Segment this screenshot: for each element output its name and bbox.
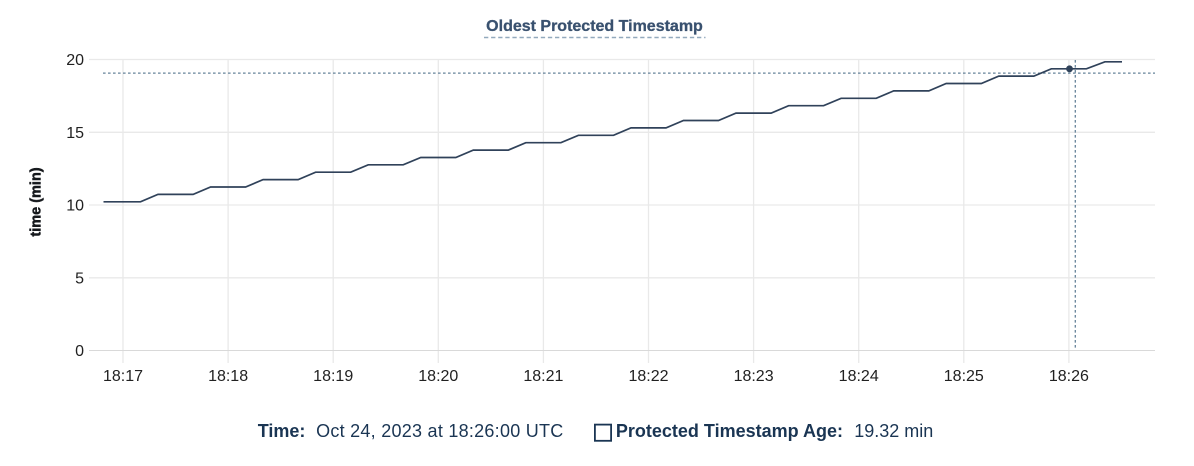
svg-text:20: 20 <box>66 52 84 69</box>
svg-text:5: 5 <box>75 270 84 287</box>
svg-text:time (min): time (min) <box>29 167 45 236</box>
svg-text:18:25: 18:25 <box>944 368 984 385</box>
svg-text:18:23: 18:23 <box>734 368 774 385</box>
svg-text:Time:: Time: <box>258 421 306 441</box>
svg-text:18:18: 18:18 <box>208 368 248 385</box>
svg-text:18:20: 18:20 <box>418 368 458 385</box>
svg-text:Oldest Protected Timestamp: Oldest Protected Timestamp <box>486 18 703 35</box>
svg-text:18:24: 18:24 <box>839 368 879 385</box>
svg-text:15: 15 <box>66 125 84 142</box>
svg-text:Protected Timestamp Age:: Protected Timestamp Age: <box>616 421 843 441</box>
svg-text:18:17: 18:17 <box>103 368 143 385</box>
svg-text:18:21: 18:21 <box>523 368 563 385</box>
svg-text:0: 0 <box>75 343 84 360</box>
svg-text:10: 10 <box>66 198 84 215</box>
svg-text:18:22: 18:22 <box>628 368 668 385</box>
svg-text:Oct 24, 2023 at 18:26:00 UTC: Oct 24, 2023 at 18:26:00 UTC <box>316 421 563 441</box>
svg-text:19.32 min: 19.32 min <box>854 421 933 441</box>
svg-text:18:19: 18:19 <box>313 368 353 385</box>
svg-text:18:26: 18:26 <box>1049 368 1089 385</box>
